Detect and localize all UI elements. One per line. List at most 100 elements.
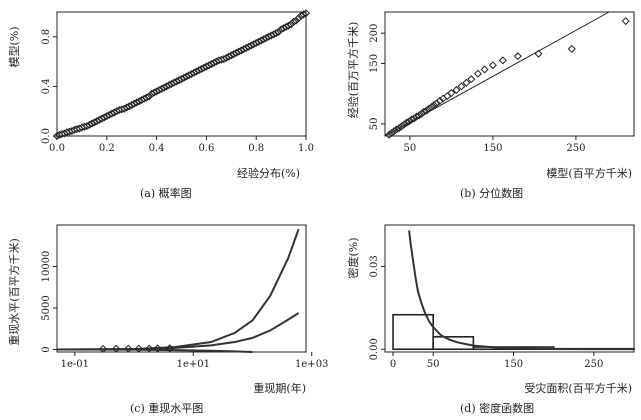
data-point-marker (417, 109, 426, 118)
data-point-marker (209, 58, 218, 67)
return-level-xlabel: 重现期(年) (253, 381, 306, 395)
density-ylabel: 密度(%) (346, 237, 360, 278)
data-point-marker (140, 94, 149, 103)
data-point-marker (99, 344, 108, 353)
data-point-marker (452, 86, 461, 95)
data-point-marker (162, 82, 171, 91)
data-point-marker (227, 51, 236, 60)
data-point-marker (274, 27, 283, 36)
data-point-marker (239, 45, 248, 54)
data-point-marker (269, 30, 278, 39)
data-point-marker (132, 98, 141, 107)
data-point-marker (284, 21, 293, 30)
data-point-marker (387, 128, 396, 137)
x-tick-label: 1e-01 (61, 359, 89, 370)
data-point-marker (259, 35, 268, 44)
data-point-marker (447, 89, 456, 98)
data-point-marker (400, 120, 409, 129)
data-point-marker (122, 103, 131, 112)
data-point-marker (513, 52, 522, 61)
density-curve (408, 230, 635, 351)
y-tick-label: 10000 (41, 251, 52, 283)
data-point-marker (299, 10, 308, 19)
y-tick-label: 0.8 (41, 29, 52, 45)
y-tick-label: 150 (369, 54, 380, 73)
data-point-marker (125, 102, 134, 111)
data-point-marker (237, 46, 246, 55)
return-level-caption: (c) 重现水平图 (130, 401, 203, 415)
x-tick-label: 150 (483, 143, 502, 154)
data-point-marker (87, 119, 96, 128)
data-point-marker (264, 32, 273, 41)
data-point-marker (249, 40, 258, 49)
x-tick-label: 250 (584, 359, 603, 370)
quantile-plot-frame (384, 11, 635, 137)
data-point-marker (97, 114, 106, 123)
data-point-marker (385, 130, 394, 139)
histogram-bar (392, 313, 434, 351)
histogram-bar (432, 336, 475, 351)
data-point-marker (127, 100, 136, 110)
data-point-marker (412, 112, 421, 121)
data-point-marker (467, 75, 476, 84)
data-point-marker (192, 67, 201, 76)
data-point-marker (90, 118, 99, 127)
data-point-marker (252, 38, 261, 48)
data-point-marker (488, 61, 497, 70)
data-point-marker (282, 22, 291, 31)
data-point-marker (232, 48, 241, 57)
quantile-plot-caption: (b) 分位数图 (460, 186, 523, 200)
data-point-marker (397, 122, 406, 131)
quantile-plot-ylabel: 经验(百万平方千米) (346, 22, 360, 119)
data-point-marker (292, 16, 301, 25)
data-point-marker (112, 344, 121, 353)
y-tick-label: 200 (369, 24, 380, 43)
y-tick-label: 0.03 (369, 255, 380, 277)
data-point-marker (170, 78, 179, 87)
probability-plot-caption: (a) 概率图 (140, 186, 192, 200)
x-tick-label: 50 (404, 143, 417, 154)
data-point-marker (242, 43, 251, 52)
data-point-marker (402, 118, 411, 127)
data-point-marker (175, 76, 184, 85)
data-point-marker (182, 72, 191, 81)
data-point-marker (177, 74, 186, 83)
data-point-marker (289, 17, 298, 26)
probability-plot-ylabel: 模型(%) (7, 26, 21, 67)
data-point-marker (105, 110, 114, 119)
data-point-marker (244, 42, 253, 51)
data-point-marker (294, 14, 303, 23)
x-tick-label: 0 (390, 359, 396, 370)
data-point-marker (124, 344, 133, 353)
data-point-marker (189, 68, 198, 77)
data-point-marker (297, 11, 306, 20)
data-point-marker (222, 53, 231, 62)
data-point-marker (229, 50, 238, 59)
data-point-marker (473, 69, 482, 78)
series-line-estimate (56, 312, 300, 351)
x-tick-label: 1e+03 (295, 359, 328, 370)
data-point-marker (567, 44, 576, 53)
data-point-marker (277, 25, 286, 34)
data-point-marker (134, 344, 143, 353)
data-point-marker (621, 17, 630, 26)
data-point-marker (160, 83, 169, 92)
y-tick-label: 0.0 (41, 128, 52, 144)
data-point-marker (420, 107, 429, 116)
data-point-marker (219, 55, 228, 64)
data-point-marker (82, 122, 91, 131)
data-point-marker (234, 47, 243, 56)
x-tick-label: 0.8 (248, 143, 264, 154)
data-point-marker (432, 99, 441, 108)
x-tick-label: 0.2 (99, 143, 115, 154)
data-point-marker (462, 78, 471, 87)
data-point-marker (427, 102, 436, 111)
data-point-marker (262, 34, 271, 43)
data-point-marker (184, 71, 193, 80)
data-point-marker (257, 36, 266, 45)
series-line-lower (56, 348, 253, 353)
data-point-marker (247, 41, 256, 50)
data-point-marker (179, 73, 188, 82)
data-point-marker (197, 65, 206, 74)
